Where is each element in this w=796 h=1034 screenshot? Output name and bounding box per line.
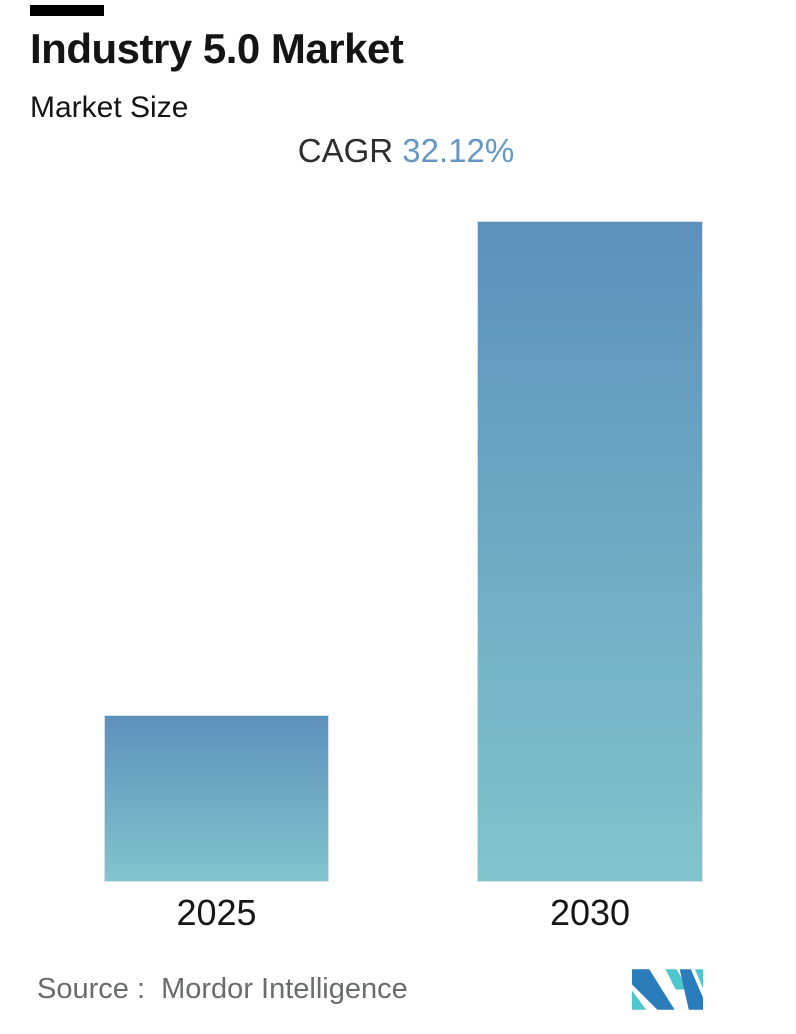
source-attribution: Source : Mordor Intelligence [37, 973, 408, 1005]
logo-left-teal-triangle [632, 990, 647, 1010]
logo-left-blue-stroke [632, 969, 675, 1010]
bar-2025 [104, 715, 329, 882]
logo-right-blue-bar [679, 969, 703, 1010]
cagr-label: CAGR [297, 132, 403, 169]
cagr-line: CAGR 32.12% [0, 133, 796, 169]
x-axis-label-2025: 2025 [176, 892, 257, 933]
chart-title: Industry 5.0 Market [30, 25, 404, 72]
logo-right-teal-triangle [694, 969, 703, 989]
bar-2030 [477, 221, 703, 882]
redacted-value-bar [30, 5, 104, 16]
mordor-intelligence-logo [632, 969, 703, 1010]
chart-subtitle: Market Size [30, 91, 189, 124]
logo-middle-teal-stroke [665, 969, 688, 990]
cagr-value: 32.12% [402, 132, 515, 169]
x-axis-label-2030: 2030 [549, 892, 631, 933]
